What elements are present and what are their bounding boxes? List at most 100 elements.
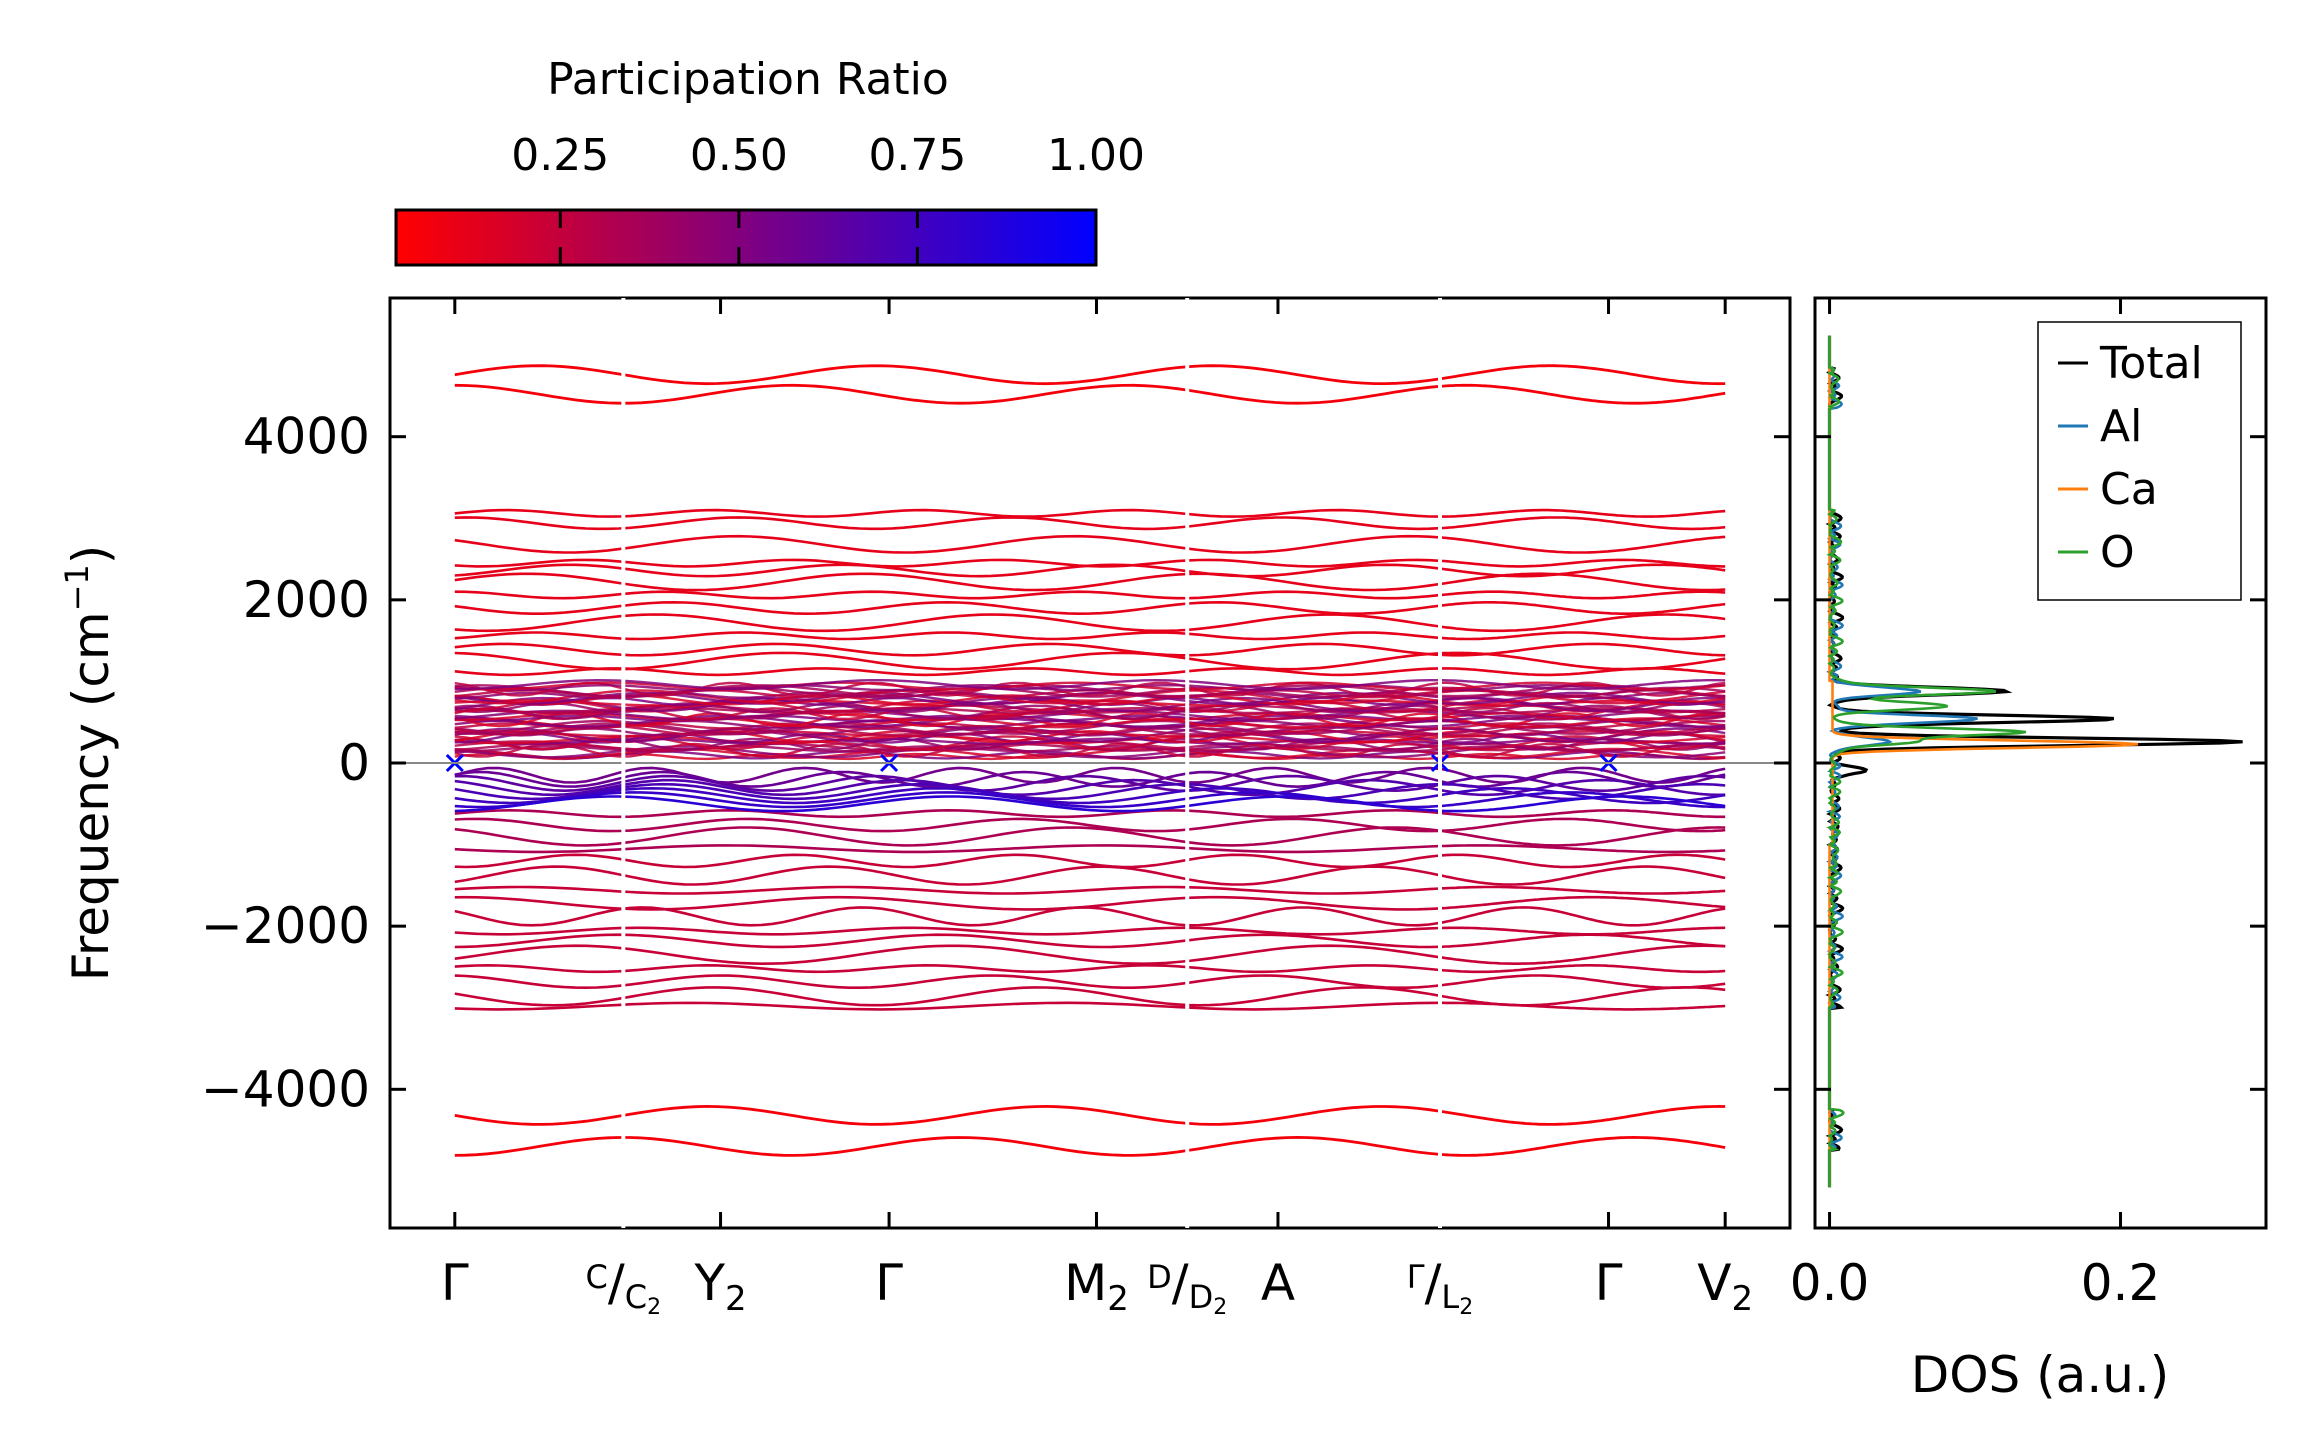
x-tick-label: M2	[1064, 1254, 1129, 1319]
band-line	[454, 844, 1441, 854]
colorbar-label: Participation Ratio	[547, 54, 949, 105]
band-line	[1439, 572, 1726, 592]
band-line	[1439, 906, 1726, 927]
x-tick-label-sub: 2	[1731, 1279, 1753, 1319]
x-tick-label-main: Y	[693, 1254, 725, 1312]
colorbar-tick-label: 0.50	[690, 130, 788, 181]
band-line	[1439, 722, 1726, 736]
band-line	[1439, 926, 1726, 936]
band-line	[1439, 885, 1726, 895]
x-tick-label: D/D2	[1147, 1254, 1227, 1320]
colorbar-tick-label: 0.25	[511, 130, 609, 181]
x-tick-label-pre: C	[586, 1258, 608, 1296]
x-tick-label: C/C2	[586, 1254, 662, 1320]
band-line	[1439, 826, 1726, 847]
x-tick-label-main: A	[1261, 1254, 1295, 1312]
y-axis-label-close: )	[62, 545, 120, 565]
band-line	[454, 944, 1441, 966]
x-tick-label-slash: /	[1425, 1254, 1442, 1312]
y-tick-label: 2000	[243, 571, 370, 629]
band-line	[454, 651, 1441, 671]
x-tick-label-post: D	[1189, 1278, 1214, 1316]
band-line	[454, 727, 1441, 737]
band-line	[1439, 865, 1726, 886]
y-tick-label: −2000	[201, 897, 370, 955]
x-tick-label-main: Γ	[1595, 1254, 1623, 1312]
x-tick-label-post: L	[1441, 1278, 1459, 1316]
dos-curve-al	[1825, 335, 1978, 1188]
dos-curve-o	[1826, 335, 2027, 1188]
band-line	[1439, 791, 1726, 809]
band-line	[454, 572, 1441, 592]
band-line	[454, 558, 1441, 568]
band-line	[454, 600, 1441, 616]
band-line	[454, 817, 1441, 833]
band-line	[1439, 853, 1726, 869]
band-line	[454, 906, 1441, 927]
band-line	[454, 737, 1441, 745]
band-line	[454, 795, 1441, 813]
dos-x-tick-label: 0.2	[2081, 1254, 2161, 1312]
band-line	[1439, 364, 1726, 386]
band-line	[1440, 1001, 1726, 1011]
x-tick-label-slash: /	[608, 1254, 625, 1312]
band-line	[454, 534, 1441, 554]
band-line	[1439, 844, 1726, 854]
band-line	[1439, 778, 1726, 797]
band-line	[454, 1001, 1441, 1011]
colorbar-tick-label: 0.75	[868, 130, 966, 181]
band-line	[454, 826, 1441, 847]
band-line	[454, 683, 1441, 692]
band-line	[1440, 679, 1726, 691]
legend: Total Al Ca O	[2037, 321, 2242, 601]
band-line	[1439, 1104, 1726, 1126]
band-line	[1439, 681, 1726, 691]
band-line	[454, 791, 1441, 809]
band-line	[1439, 933, 1726, 949]
colorbar-tick-label: 1.00	[1047, 130, 1145, 181]
band-line	[454, 706, 1441, 715]
band-line	[454, 590, 1441, 600]
legend-label-al: Al	[2100, 401, 2142, 452]
x-tick-label-pre: Γ	[1407, 1258, 1425, 1296]
colorbar-gradient	[394, 208, 1098, 267]
x-tick-label-main: M	[1064, 1254, 1107, 1312]
x-tick-label-main: V	[1697, 1254, 1731, 1312]
legend-label-total: Total	[2099, 338, 2203, 389]
y-tick-label: 0	[338, 734, 370, 792]
band-line	[454, 383, 1441, 405]
dos-curves	[1825, 335, 2243, 1188]
y-axis-label: Frequency (cm−1)	[58, 545, 120, 982]
band-line	[454, 1135, 1441, 1157]
x-tick-label: V2	[1697, 1254, 1753, 1319]
band-line	[1439, 712, 1726, 728]
y-axis-label-superscript: −1	[58, 564, 96, 611]
band-line	[1439, 651, 1726, 671]
band-line	[1439, 563, 1726, 578]
x-tick-label-post: C	[625, 1278, 647, 1316]
band-line	[1439, 944, 1726, 965]
x-tick-label-pre: D	[1147, 1258, 1172, 1296]
legend-label-ca: Ca	[2100, 464, 2158, 515]
x-tick-label-sub: 2	[1459, 1295, 1473, 1320]
dos-x-tick-label: 0.0	[1790, 1254, 1870, 1312]
band-line	[1439, 691, 1726, 705]
band-line	[454, 727, 1441, 743]
band-line	[1439, 774, 1726, 792]
band-line	[1439, 590, 1726, 600]
y-axis-label-main: Frequency (cm	[62, 611, 120, 981]
band-lines	[445, 364, 1726, 1157]
band-line	[454, 974, 1441, 990]
x-tick-label: A	[1261, 1254, 1295, 1312]
band-line	[1439, 737, 1726, 745]
band-line	[454, 364, 1441, 386]
band-line	[454, 691, 1441, 705]
y-tick-label: 4000	[243, 408, 370, 466]
band-line	[454, 613, 1441, 633]
band-line	[1439, 631, 1726, 641]
band-line	[454, 853, 1441, 869]
band-line	[454, 865, 1441, 886]
band-line	[454, 631, 1441, 641]
